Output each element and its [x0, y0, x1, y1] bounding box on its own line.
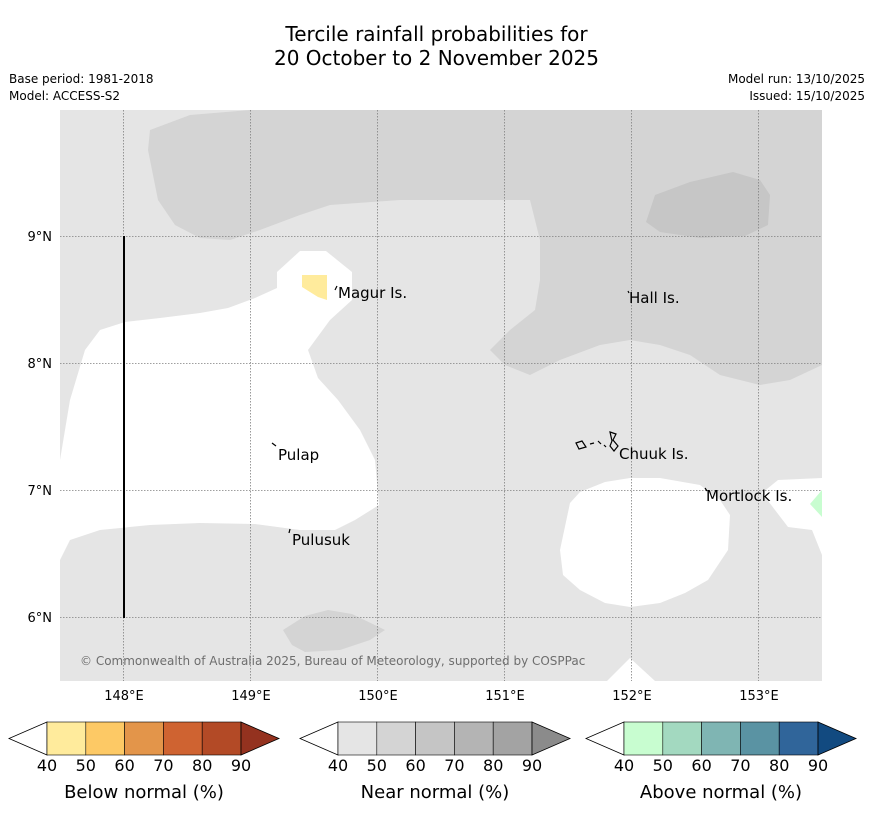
lat-tick-6: 6°N: [28, 611, 53, 626]
place-label-hall: Hall Is.: [629, 289, 680, 307]
copyright-notice: © Commonwealth of Australia 2025, Bureau…: [80, 654, 585, 668]
colorbar-near-tick: 90: [522, 756, 542, 775]
place-label-mortlock: Mortlock Is.: [706, 487, 792, 505]
colorbar-above-segment: [778, 721, 819, 756]
place-labels: Magur Is. Hall Is. Pulap Chuuk Is. Mortl…: [278, 284, 792, 549]
chuuk-atoll-shape-5: [609, 431, 619, 452]
colorbar-near-tick: 70: [444, 756, 464, 775]
pulusuk-island-shape: [288, 528, 291, 534]
colorbar-below-tick: 70: [153, 756, 173, 775]
colorbar-near-tick: 60: [405, 756, 425, 775]
lat-tick-9: 9°N: [28, 230, 53, 245]
no-dominant-category-east: [762, 478, 822, 555]
hall-island-shape: [627, 290, 630, 294]
colorbar-below-tick: 90: [231, 756, 251, 775]
lon-tick-151: 151°E: [485, 689, 525, 704]
colorbar-below-segment: [163, 721, 203, 756]
colorbar-near: 40 50 60 70 80 90 Near normal (%): [298, 721, 572, 803]
colorbar-near-segment: [492, 721, 533, 756]
colorbar-below-tick: 60: [114, 756, 134, 775]
map-plot-area: [60, 110, 822, 681]
gridlines: [60, 110, 822, 681]
colorbar-near-label: Near normal (%): [361, 782, 510, 803]
longitude-axis: 148°E 149°E 150°E 151°E 152°E 153°E: [104, 689, 779, 704]
colorbar-near-segment: [415, 721, 455, 756]
place-label-pulusuk: Pulusuk: [292, 531, 350, 549]
colorbar-near-under-triangle: [298, 721, 339, 756]
island-outlines: [271, 285, 708, 534]
colorbar-below-label: Below normal (%): [64, 782, 224, 803]
near-normal-60-region: [646, 172, 770, 238]
colorbar-near-segment: [454, 721, 494, 756]
pulap-island-shape: [271, 442, 277, 447]
place-label-pulap: Pulap: [278, 446, 319, 464]
no-dominant-category-west: [60, 251, 379, 560]
colorbar-below-segment: [201, 721, 242, 756]
lon-tick-149: 149°E: [231, 689, 271, 704]
lat-tick-7: 7°N: [28, 484, 53, 499]
magur-island-shape: [334, 285, 338, 291]
colorbar-below-segment: [124, 721, 164, 756]
no-dominant-category-southeast: [560, 478, 730, 607]
colorbar-above-tick: 50: [653, 756, 673, 775]
colorbar-near-tick: 40: [328, 756, 348, 775]
no-dominant-category-bottom: [607, 658, 655, 681]
chuuk-atoll-shape-1: [575, 440, 587, 450]
latitude-axis: 9°N 8°N 7°N 6°N: [28, 230, 53, 626]
map-title: Tercile rainfall probabilities for 20 Oc…: [0, 22, 873, 70]
below-normal-patch: [302, 275, 327, 300]
chuuk-atoll-shape-4: [603, 444, 607, 448]
colorbar-above-under-triangle: [584, 721, 625, 756]
place-label-magur: Magur Is.: [338, 284, 407, 302]
title-line-1: Tercile rainfall probabilities for: [285, 22, 588, 46]
mortlock-island-shape: [704, 487, 708, 492]
title-line-2: 20 October to 2 November 2025: [273, 46, 600, 70]
colorbar-above-over-triangle: [817, 721, 858, 756]
meta-right: Model run: 13/10/2025 Issued: 15/10/2025: [728, 71, 865, 105]
colorbar-below-segment: [85, 721, 125, 756]
above-normal-patch: [810, 490, 822, 517]
place-label-chuuk: Chuuk Is.: [619, 445, 688, 463]
colorbar-above-tick: 40: [614, 756, 634, 775]
colorbar-above-label: Above normal (%): [640, 782, 802, 803]
colorbar-above-segment: [623, 721, 664, 756]
colorbar-below: 40 50 60 70 80 90 Below normal (%): [7, 721, 281, 803]
chuuk-atoll-shape-3: [597, 440, 602, 445]
chuuk-atoll-shape-2: [589, 442, 595, 445]
near-normal-50-region: [148, 110, 822, 385]
colorbar-below-tick: 40: [37, 756, 57, 775]
colorbar-below-tick: 80: [192, 756, 212, 775]
lon-tick-148: 148°E: [104, 689, 144, 704]
colorbar-above-segment: [662, 721, 702, 756]
colorbar-below-segment: [46, 721, 87, 756]
colorbar-near-segment: [376, 721, 416, 756]
model-run: Model run: 13/10/2025: [727, 72, 865, 86]
colorbar-above-tick: 80: [769, 756, 789, 775]
lon-tick-150: 150°E: [358, 689, 398, 704]
colorbar-legend: 40 50 60 70 80 90 Below normal (%) 40 50 60 70 80 90…: [7, 721, 858, 803]
lon-tick-152: 152°E: [612, 689, 652, 704]
colorbar-near-over-triangle: [531, 721, 572, 756]
colorbar-below-over-triangle: [240, 721, 281, 756]
lat-tick-8: 8°N: [28, 357, 53, 372]
lon-tick-153: 153°E: [739, 689, 779, 704]
colorbar-near-tick: 80: [483, 756, 503, 775]
model-name: Model: ACCESS-S2: [9, 89, 121, 103]
near-normal-50-patch: [283, 610, 385, 652]
colorbar-above-tick: 60: [691, 756, 711, 775]
meta-left: Base period: 1981-2018 Model: ACCESS-S2: [9, 71, 154, 105]
colorbar-above: 40 50 60 70 80 90 Above normal (%): [584, 721, 858, 803]
issued-date: Issued: 15/10/2025: [749, 89, 865, 103]
colorbar-above-segment: [701, 721, 741, 756]
colorbar-above-tick: 90: [808, 756, 828, 775]
colorbar-near-segment: [337, 721, 378, 756]
colorbar-below-under-triangle: [7, 721, 48, 756]
colorbar-above-segment: [740, 721, 780, 756]
colorbar-above-tick: 70: [730, 756, 750, 775]
colorbar-below-tick: 50: [76, 756, 96, 775]
colorbar-near-tick: 50: [367, 756, 387, 775]
base-period: Base period: 1981-2018: [9, 72, 154, 86]
